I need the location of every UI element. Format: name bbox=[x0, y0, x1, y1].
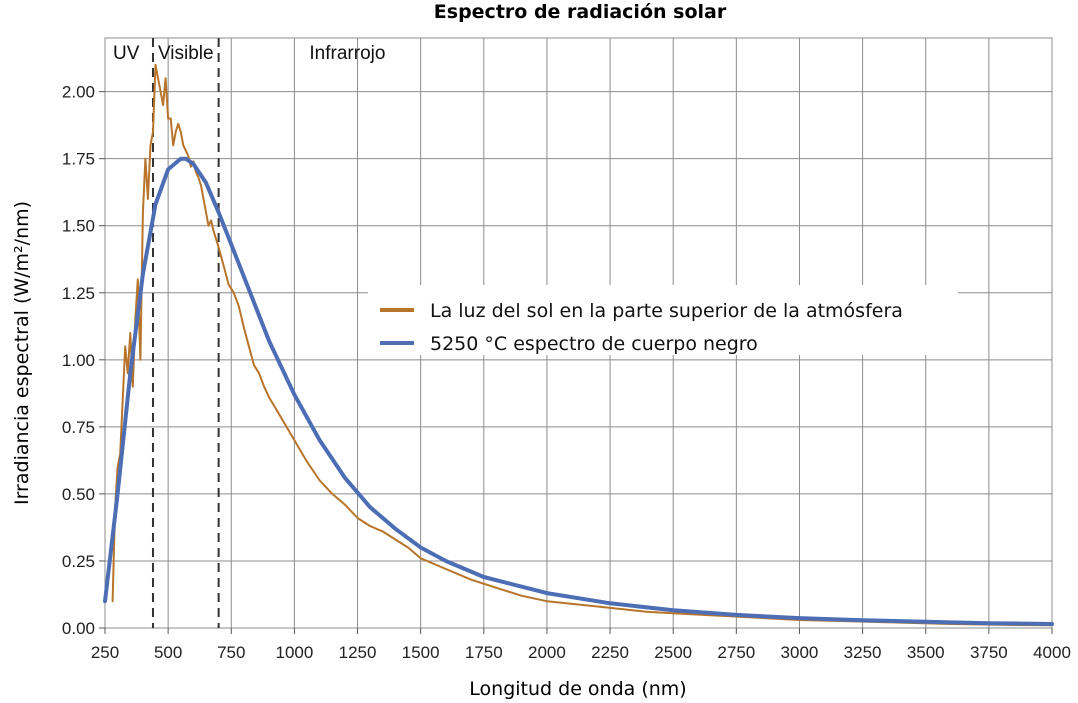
chart-title: Espectro de radiación solar bbox=[434, 1, 727, 23]
region-labels: UV Visible Infrarrojo bbox=[113, 43, 385, 64]
region-lines bbox=[151, 38, 220, 628]
plot-frame bbox=[104, 37, 1053, 629]
y-tick-label: 0.75 bbox=[62, 418, 95, 437]
region-label: UV bbox=[113, 43, 140, 64]
x-tick-label: 3750 bbox=[970, 643, 1008, 662]
y-tick-label: 1.50 bbox=[62, 217, 95, 236]
y-axis-label: Irradiancia espectral (W/m²/nm) bbox=[11, 201, 33, 505]
series-line-sunlight bbox=[111, 63, 1053, 627]
region-label: Visible bbox=[158, 43, 214, 64]
legend-label-sunlight: La luz del sol en la parte superior de l… bbox=[430, 300, 903, 322]
legend-box bbox=[368, 285, 958, 355]
x-tick-label: 1750 bbox=[465, 643, 503, 662]
x-tick-label: 2500 bbox=[654, 643, 692, 662]
x-tick-label: 3250 bbox=[844, 643, 882, 662]
x-tick-label: 1500 bbox=[402, 643, 440, 662]
x-tick-label: 2000 bbox=[528, 643, 566, 662]
x-tick-label: 750 bbox=[217, 643, 245, 662]
x-tick-label: 2750 bbox=[717, 643, 755, 662]
region-label: Infrarrojo bbox=[309, 43, 385, 64]
series-line-blackbody bbox=[103, 156, 1054, 626]
x-tick-label: 3500 bbox=[907, 643, 945, 662]
x-tick-label: 250 bbox=[91, 643, 119, 662]
series-lines bbox=[103, 63, 1054, 627]
x-tick-label: 4000 bbox=[1033, 643, 1071, 662]
x-tick-label: 2250 bbox=[591, 643, 629, 662]
y-tick-label: 0.00 bbox=[62, 619, 95, 638]
y-tick-label: 1.00 bbox=[62, 351, 95, 370]
y-tick-label: 1.75 bbox=[62, 150, 95, 169]
y-tick-label: 0.25 bbox=[62, 552, 95, 571]
legend-label-blackbody: 5250 °C espectro de cuerpo negro bbox=[430, 333, 758, 355]
y-tick-label: 0.50 bbox=[62, 485, 95, 504]
x-axis-ticks: 250 500 750 1000 1250 1500 1750 2000 2250 2500 275… bbox=[91, 628, 1071, 662]
y-tick-label: 2.00 bbox=[62, 83, 95, 102]
y-tick-label: 1.25 bbox=[62, 284, 95, 303]
x-axis-label: Longitud de onda (nm) bbox=[469, 678, 686, 700]
x-tick-label: 1000 bbox=[275, 643, 313, 662]
y-axis-ticks: 0.00 0.25 0.50 0.75 1.00 1.25 1.50 1.75 2.00 bbox=[62, 83, 105, 638]
x-tick-label: 500 bbox=[154, 643, 182, 662]
x-tick-label: 1250 bbox=[339, 643, 377, 662]
x-tick-label: 3000 bbox=[781, 643, 819, 662]
